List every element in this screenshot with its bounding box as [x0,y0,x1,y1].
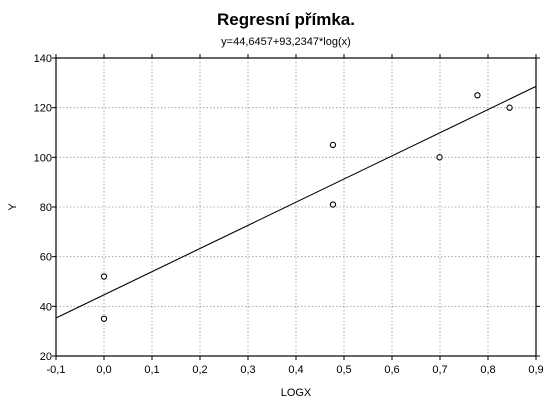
y-tick-labels: 20 40 60 80 100 120 140 [34,53,52,363]
data-point [329,141,337,149]
grid-lines [56,58,536,356]
x-tick-label: 0,3 [240,364,255,376]
x-tick-label: 0,9 [528,364,543,376]
x-tick-label: 0,4 [288,364,303,376]
y-tick-label: 60 [40,252,52,264]
x-axis-label: LOGX [281,387,312,399]
y-axis-label: Y [7,203,19,211]
y-tick-label: 120 [34,103,52,115]
y-tick-label: 40 [40,301,52,313]
regression-line-layer [55,85,537,319]
x-tick-label: 0,6 [384,364,399,376]
axis-ticks [52,54,540,360]
x-tick-label: 0,5 [336,364,351,376]
x-tick-label: 0,8 [480,364,495,376]
y-tick-label: 80 [40,202,52,214]
data-point [100,315,108,322]
data-point [100,273,108,280]
x-tick-label: 0,7 [432,364,447,376]
regression-line [55,85,537,319]
data-point [329,201,337,208]
data-point [474,92,481,99]
x-tick-label: -0,1 [47,364,66,376]
chart-title: Regresní přímka. [217,10,355,29]
data-point [506,104,513,111]
y-tick-label: 20 [40,351,52,363]
chart-subtitle: y=44,6457+93,2347*log(x) [221,36,351,48]
data-points [100,92,513,322]
x-tick-label: 0,0 [96,364,111,376]
x-tick-label: 0,1 [144,364,159,376]
x-tick-labels: -0,1 0,0 0,1 0,2 0,3 0,4 0,5 0,6 0,7 0,8 0,9 [47,364,544,376]
data-point [436,154,443,161]
y-tick-label: 140 [34,53,52,65]
y-tick-label: 100 [34,152,52,164]
x-tick-label: 0,2 [192,364,207,376]
